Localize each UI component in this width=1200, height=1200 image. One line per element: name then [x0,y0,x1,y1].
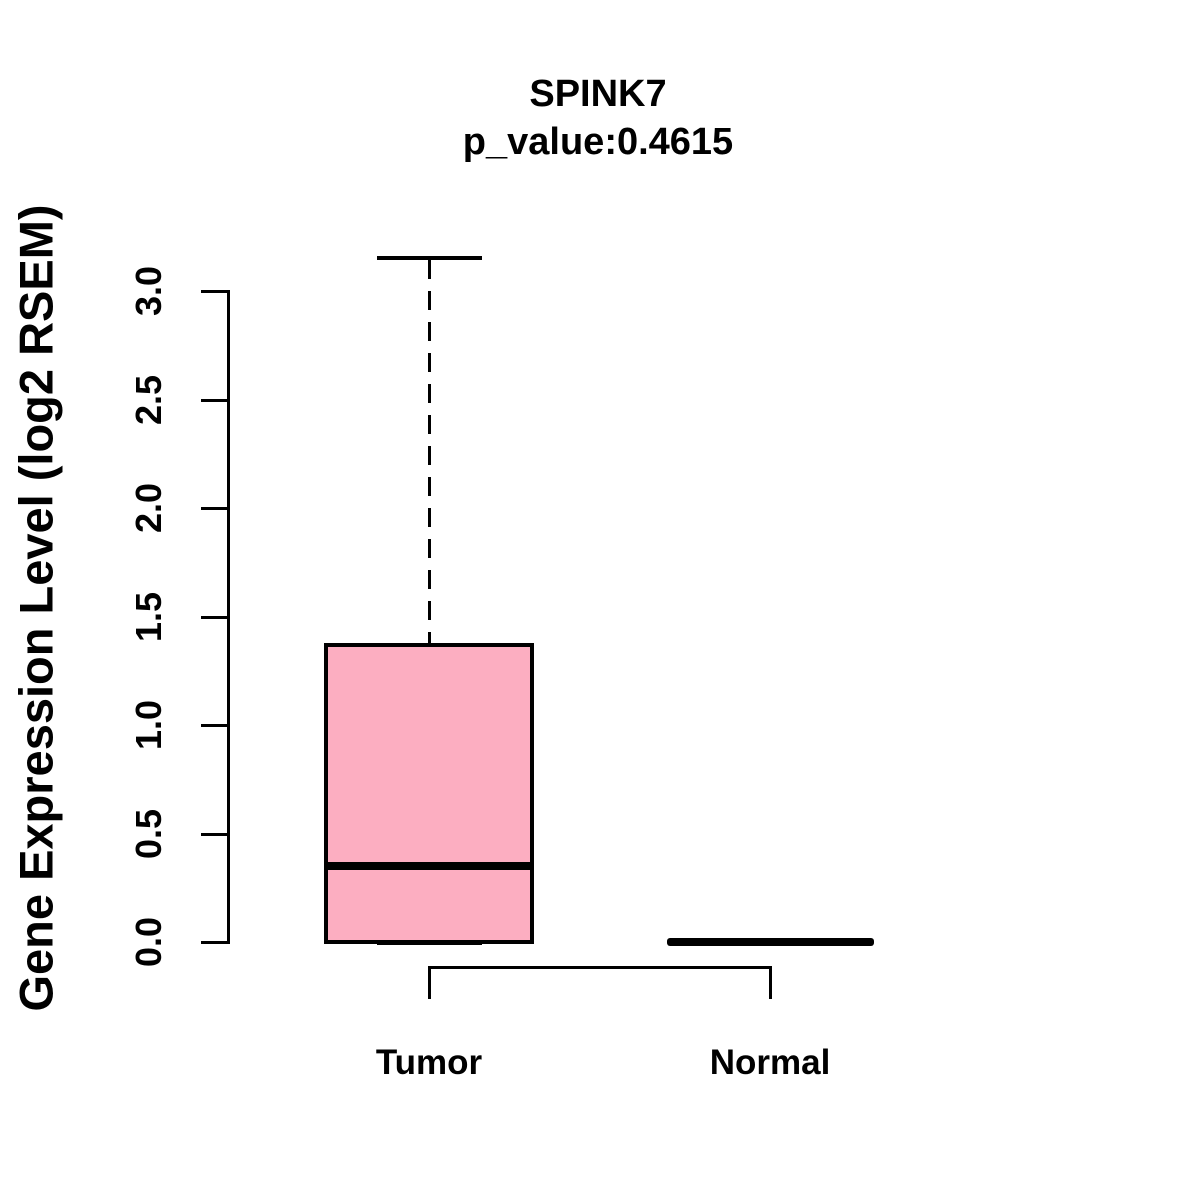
median-line-tumor [326,862,532,871]
y-tick-label: 0.0 [128,916,169,968]
chart-title: SPINK7 [529,73,667,115]
y-tick [201,290,230,293]
y-axis-label: Gene Expression Level (log2 RSEM) [9,204,63,1012]
y-tick-label: 0.5 [128,808,169,859]
upper-whisker-cap-tumor [376,256,482,261]
comparison-bracket-top [428,966,772,969]
y-tick [201,832,230,836]
y-tick-label: 1.5 [128,591,169,642]
y-tick-label: 2.0 [128,482,169,534]
upper-whisker-tumor [428,260,431,643]
y-tick-label: 2.5 [128,374,169,425]
median-line-normal [667,938,874,946]
y-tick-label: 1.0 [128,699,169,751]
y-tick [201,615,230,619]
y-tick [201,507,230,510]
lower-whisker-cap-tumor [376,940,482,945]
comparison-bracket-left [428,966,431,999]
y-tick [201,724,230,727]
y-tick [201,398,230,402]
chart-subtitle: p_value:0.4615 [462,121,734,163]
y-tick-label: 3.0 [128,265,169,317]
y-tick [201,941,230,944]
comparison-bracket-right [769,966,772,999]
box-tumor [324,642,534,944]
x-label-normal: Normal [709,1043,831,1082]
x-label-tumor: Tumor [375,1043,483,1082]
